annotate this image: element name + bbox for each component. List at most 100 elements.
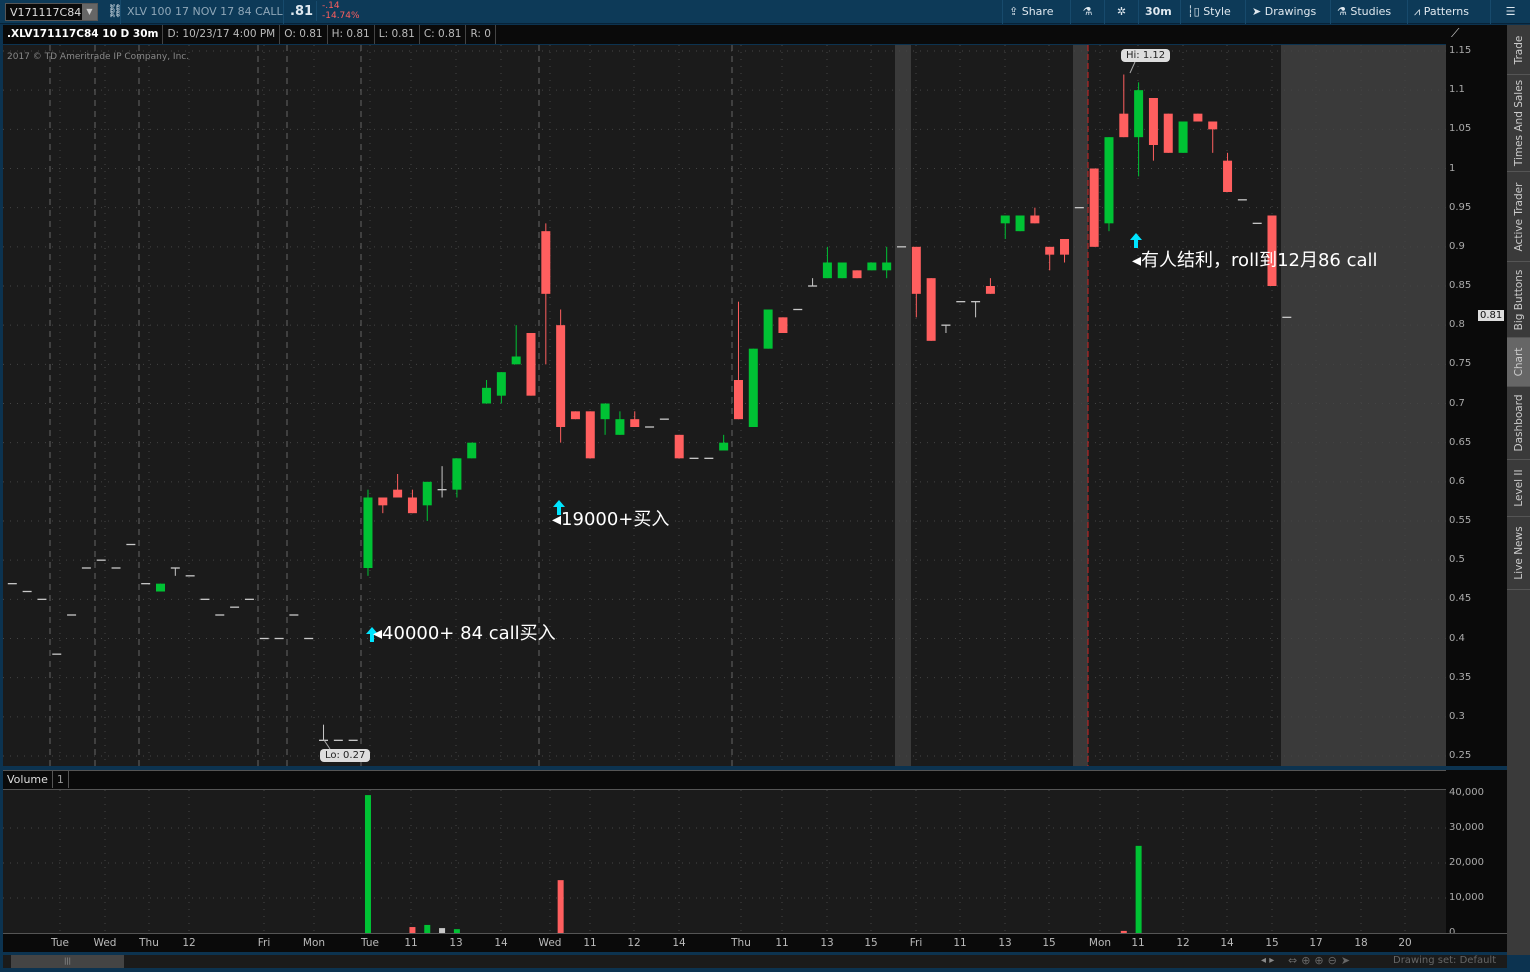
symbol-input[interactable]: V171117C84 xyxy=(5,3,98,21)
candle xyxy=(630,411,640,427)
sidebar-tab-level-ii[interactable]: Level II xyxy=(1507,460,1530,517)
studies-button[interactable]: ⚗ Studies xyxy=(1330,0,1397,24)
time-tick-label: 11 xyxy=(1131,937,1145,949)
candle xyxy=(1060,239,1070,263)
candle xyxy=(615,411,625,435)
zoom-tools-icon[interactable]: ⇔⊕⊕⊖➤ xyxy=(1288,954,1355,967)
bar-open: O: 0.81 xyxy=(280,25,328,44)
candle xyxy=(1104,137,1114,232)
candle xyxy=(1193,113,1203,122)
candle xyxy=(570,411,580,420)
drawing-set-label[interactable]: Drawing set: Default xyxy=(1393,955,1497,966)
sidebar-tab-big-buttons[interactable]: Big Buttons xyxy=(1507,262,1530,338)
annotation-text[interactable]: ◂有人结利，roll到12月86 call xyxy=(1132,250,1378,271)
candle xyxy=(971,301,981,318)
autoscale-icon[interactable]: ⟋ xyxy=(1451,26,1460,40)
net-change: -.14 -14.74% xyxy=(316,1,360,21)
scrollbar-thumb[interactable]: ||| xyxy=(11,955,124,968)
bar-high: H: 0.81 xyxy=(328,25,375,44)
candle-body xyxy=(1193,113,1203,122)
high-bubble: Hi: 1.12 xyxy=(1121,49,1171,62)
instrument-description: XLV 100 17 NOV 17 84 CALL xyxy=(120,0,289,24)
volume-index: 1 xyxy=(53,771,69,788)
time-tick-label: 11 xyxy=(404,937,418,949)
candle xyxy=(319,724,329,741)
annotation-label: 有人结利，roll到12月86 call xyxy=(1141,250,1378,271)
patterns-label: Patterns xyxy=(1423,5,1470,18)
sidebar-tab-trade[interactable]: Trade xyxy=(1507,25,1530,75)
drawings-button[interactable]: ➤ Drawings xyxy=(1245,0,1322,24)
change-percent: -14.74% xyxy=(322,11,360,21)
patterns-icon: ⩘ xyxy=(1414,5,1424,18)
share-button[interactable]: ⇪ Share xyxy=(1002,0,1059,24)
sidebar-tab-label: Big Buttons xyxy=(1512,269,1525,330)
style-button[interactable]: ┆▯ Style xyxy=(1180,0,1237,24)
candle xyxy=(467,442,477,459)
volume-bar xyxy=(409,927,416,933)
time-axis[interactable]: Tue Wed Thu 12 Fri Mon Tue 11 13 14 Wed 11 12 14 Thu 11… xyxy=(3,933,1507,952)
top-toolbar: V171117C84 ▼ ⛓ XLV 100 17 NOV 17 84 CALL… xyxy=(0,0,1530,24)
sidebar-tab-times-and-sales[interactable]: Times And Sales xyxy=(1507,75,1530,172)
candle xyxy=(1163,113,1173,153)
cursor-icon: ➤ xyxy=(1252,5,1265,18)
horizontal-scrollbar[interactable]: ||| ◂ ▸ ⇔⊕⊕⊖➤ Drawing set: Default xyxy=(3,954,1507,968)
bubble-pointer xyxy=(1129,61,1136,74)
gear-icon[interactable]: ✲ xyxy=(1104,0,1138,24)
symbol-dropdown-chevron-icon[interactable]: ▼ xyxy=(82,4,97,20)
session-gap-band xyxy=(1073,45,1088,766)
sidebar-tab-dashboard[interactable]: Dashboard xyxy=(1507,387,1530,460)
drawings-label: Drawings xyxy=(1264,5,1317,18)
candle xyxy=(482,380,492,404)
candle-body xyxy=(1060,239,1070,255)
bubble-pointer xyxy=(323,739,331,750)
candle xyxy=(156,583,165,592)
volume-bar xyxy=(453,929,460,933)
buy-arrow-icon xyxy=(553,500,565,515)
time-tick-label: 15 xyxy=(1265,937,1279,949)
candle xyxy=(422,481,432,521)
share-icon: ⇪ xyxy=(1009,5,1022,18)
candle-body xyxy=(1208,121,1218,130)
time-tick-label: 15 xyxy=(1042,937,1056,949)
candle xyxy=(170,567,180,576)
price-chart[interactable]: 2017 © TD Ameritrade IP Company, Inc. ◂4… xyxy=(3,45,1446,766)
volume-chart[interactable] xyxy=(3,790,1446,933)
link-icon[interactable]: ⛓ xyxy=(107,4,124,19)
volume-chart-canvas xyxy=(3,790,1446,933)
sidebar-tab-chart[interactable]: Chart xyxy=(1507,338,1530,387)
sidebar-tab-live-news[interactable]: Live News xyxy=(1507,517,1530,590)
time-tick-label: 18 xyxy=(1354,937,1368,949)
sidebar-tab-active-trader[interactable]: Active Trader xyxy=(1507,172,1530,262)
bar-date: D: 10/23/17 4:00 PM xyxy=(163,25,281,44)
candle xyxy=(926,278,936,341)
buy-arrow-icon xyxy=(366,627,378,642)
time-tick-label: 20 xyxy=(1398,937,1412,949)
price-axis[interactable]: 1.15 1.1 1.05 1 0.95 0.9 0.85 0.8 0.75 0.7 0.65 0.6… xyxy=(1446,45,1507,766)
flask-icon[interactable]: ⚗ xyxy=(1070,0,1104,24)
candle xyxy=(837,262,847,279)
sidebar-tab-label: Times And Sales xyxy=(1512,79,1525,167)
menu-icon[interactable]: ☰ xyxy=(1490,0,1530,24)
candle xyxy=(748,348,758,427)
annotation-text[interactable]: ◂19000+买入 xyxy=(552,509,670,530)
candle xyxy=(941,324,951,333)
annotation-text[interactable]: ◂40000+ 84 call买入 xyxy=(373,623,556,644)
price-tick-label: 0.35 xyxy=(1449,671,1472,683)
candle xyxy=(407,489,417,514)
scroll-arrows-icon[interactable]: ◂ ▸ xyxy=(1261,955,1275,966)
candle-body xyxy=(1104,137,1114,224)
time-tick-label: Fri xyxy=(257,937,271,949)
sidebar-tab-label: Chart xyxy=(1512,347,1525,377)
patterns-button[interactable]: ⩘ Patterns xyxy=(1407,0,1475,24)
candle-body xyxy=(378,497,388,506)
candle-body xyxy=(1015,215,1025,232)
time-tick-label: Mon xyxy=(1088,937,1112,949)
candle xyxy=(1148,98,1158,161)
volume-tick-label: 40,000 xyxy=(1449,787,1484,798)
candle xyxy=(1030,207,1040,224)
time-tick-label: Thu xyxy=(139,937,159,949)
candle xyxy=(496,372,506,404)
candle-body xyxy=(1163,113,1173,153)
style-label: Style xyxy=(1203,5,1231,18)
timeframe-button[interactable]: 30m xyxy=(1138,0,1178,24)
